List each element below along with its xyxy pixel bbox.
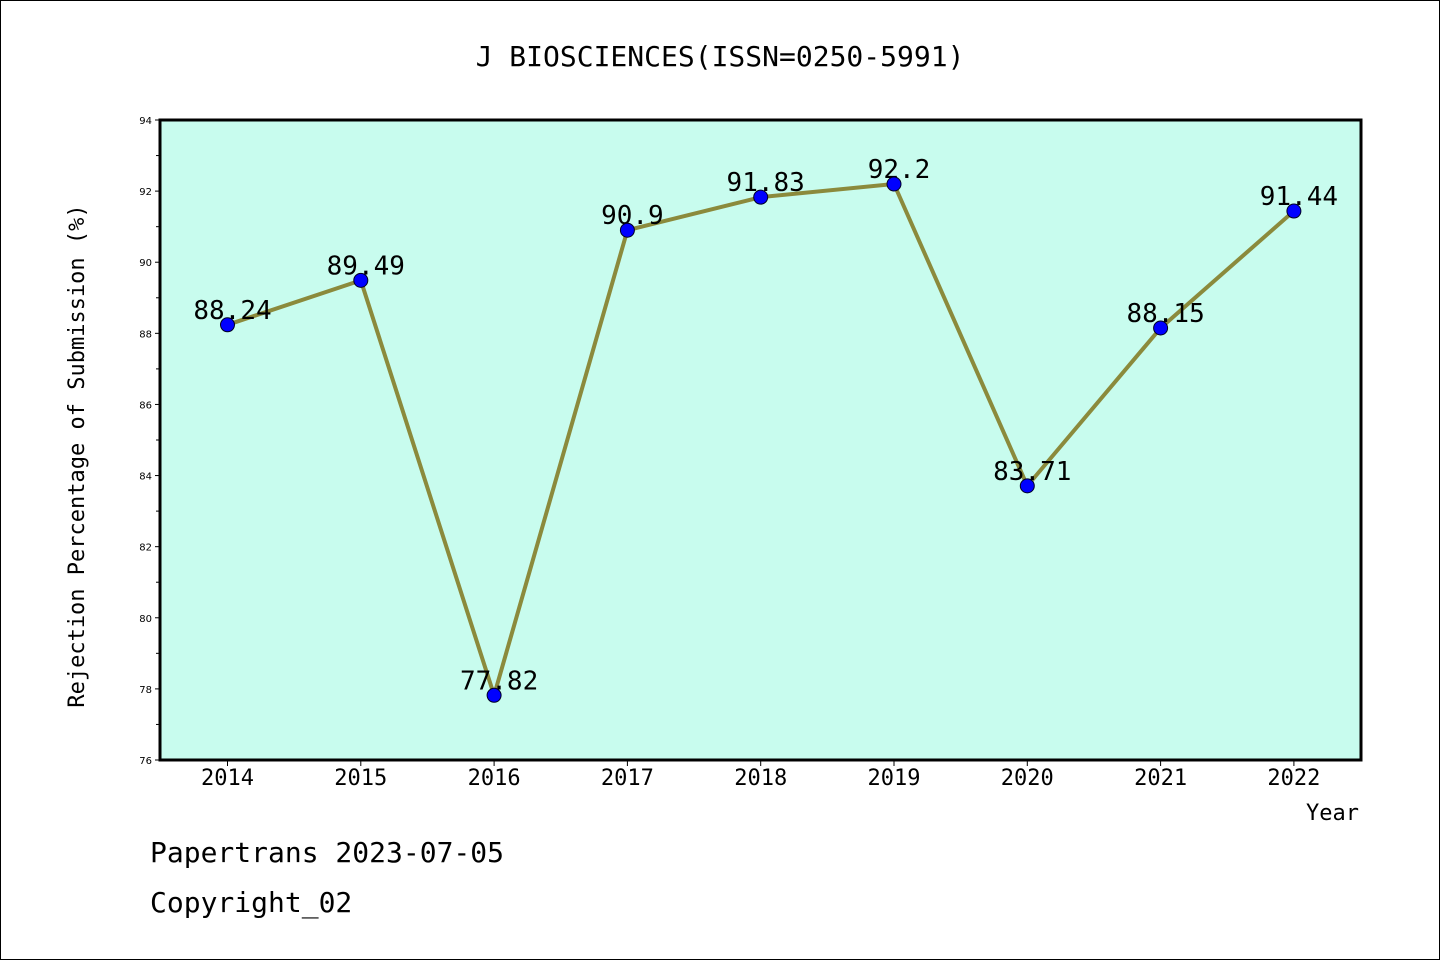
data-point bbox=[220, 317, 235, 333]
plot-area bbox=[160, 120, 1361, 760]
chart-title: J BIOSCIENCES(ISSN=0250-5991) bbox=[476, 40, 965, 73]
data-point bbox=[486, 687, 502, 703]
y-tick-label: 90 bbox=[139, 258, 152, 269]
footer-copyright: Copyright_02 bbox=[150, 886, 353, 919]
x-tick-label: 2021 bbox=[1134, 766, 1187, 791]
y-axis-label: Rejection Percentage of Submission (%) bbox=[65, 204, 90, 707]
x-tick-label: 2019 bbox=[868, 766, 921, 791]
y-axis: 76 78 80 82 84 86 88 90 92 94 bbox=[139, 116, 160, 767]
x-tick-label: 2018 bbox=[734, 766, 787, 791]
data-point bbox=[353, 272, 369, 288]
data-point bbox=[619, 222, 635, 238]
y-tick-label: 82 bbox=[139, 543, 152, 554]
x-tick-label: 2016 bbox=[468, 766, 521, 791]
data-point bbox=[1286, 203, 1302, 219]
footer-date: Papertrans 2023-07-05 bbox=[150, 836, 505, 869]
x-axis: 2014 2015 2016 2017 2018 2019 2020 2021 2022 bbox=[201, 760, 1320, 791]
x-tick-label: 2014 bbox=[201, 766, 254, 791]
y-tick-label: 78 bbox=[139, 685, 152, 696]
y-tick-label: 94 bbox=[139, 116, 152, 127]
x-tick-label: 2020 bbox=[1001, 766, 1054, 791]
x-tick-label: 2015 bbox=[334, 766, 387, 791]
data-point bbox=[1019, 478, 1035, 494]
data-point bbox=[886, 176, 902, 192]
y-tick-label: 80 bbox=[139, 614, 152, 625]
plot-border bbox=[158, 118, 1363, 762]
data-point bbox=[753, 189, 769, 205]
y-tick-label: 84 bbox=[139, 472, 152, 483]
y-tick-label: 88 bbox=[139, 329, 152, 340]
x-tick-label: 2022 bbox=[1267, 766, 1320, 791]
y-tick-label: 86 bbox=[139, 400, 152, 411]
x-axis-label: Year bbox=[1306, 801, 1359, 826]
x-tick-label: 2017 bbox=[601, 766, 654, 791]
y-tick-label: 92 bbox=[139, 187, 152, 198]
y-tick-label: 76 bbox=[139, 756, 152, 767]
data-point bbox=[1153, 320, 1169, 336]
